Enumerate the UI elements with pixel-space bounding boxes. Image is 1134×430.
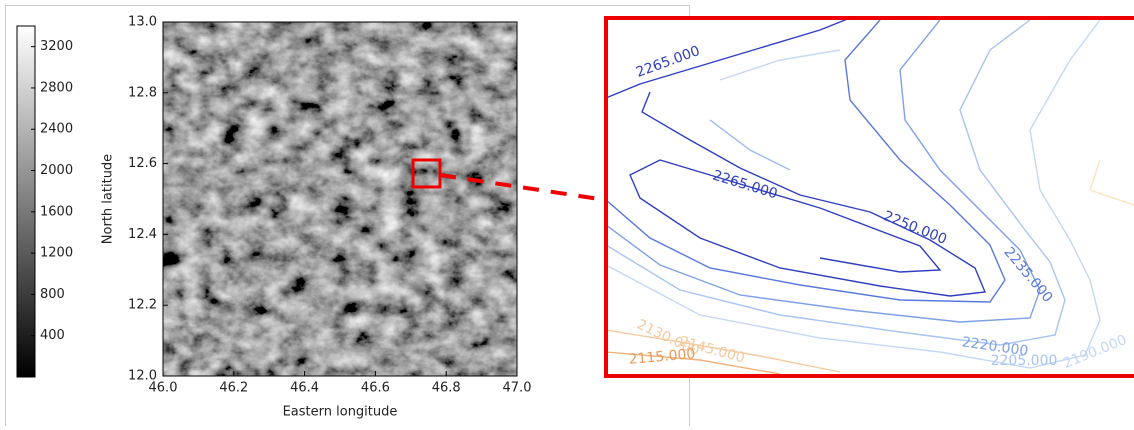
y-axis-label: North latitude — [101, 154, 116, 244]
x-tick-label: 47.0 — [503, 381, 532, 396]
colorbar-tick-label: 400 — [40, 328, 65, 343]
colorbar-tick-label: 2000 — [40, 163, 73, 178]
colorbar-tick-label: 2800 — [40, 80, 73, 95]
y-tick-label: 12.4 — [128, 227, 157, 242]
y-tick-label: 12.0 — [128, 369, 157, 384]
figure: Eastern longitude North latitude 2265.00… — [0, 0, 1134, 426]
y-tick-label: 12.2 — [128, 298, 157, 313]
colorbar-tick-label: 1200 — [40, 246, 73, 261]
colorbar-tick-label: 1600 — [40, 204, 73, 219]
x-tick-label: 46.6 — [361, 381, 390, 396]
page: Eastern longitude North latitude 2265.00… — [0, 0, 1134, 426]
y-tick-label: 13.0 — [128, 15, 157, 30]
colorbar — [17, 26, 35, 377]
y-tick-label: 12.6 — [128, 156, 157, 171]
x-tick-label: 46.2 — [219, 381, 248, 396]
dem-image — [163, 22, 517, 376]
x-tick-label: 46.4 — [290, 381, 319, 396]
x-tick-label: 46.8 — [432, 381, 461, 396]
contour-label: 2205.000 — [991, 353, 1058, 369]
colorbar-tick-label: 2400 — [40, 122, 73, 137]
colorbar-tick-label: 3200 — [40, 39, 73, 54]
colorbar-tick-label: 800 — [40, 287, 65, 302]
y-tick-label: 12.8 — [128, 85, 157, 100]
zoom-background — [608, 20, 1134, 374]
contour-plot: 2265.0002265.0002250.0002235.0002220.000… — [606, 18, 1134, 374]
x-axis-label: Eastern longitude — [283, 405, 398, 420]
